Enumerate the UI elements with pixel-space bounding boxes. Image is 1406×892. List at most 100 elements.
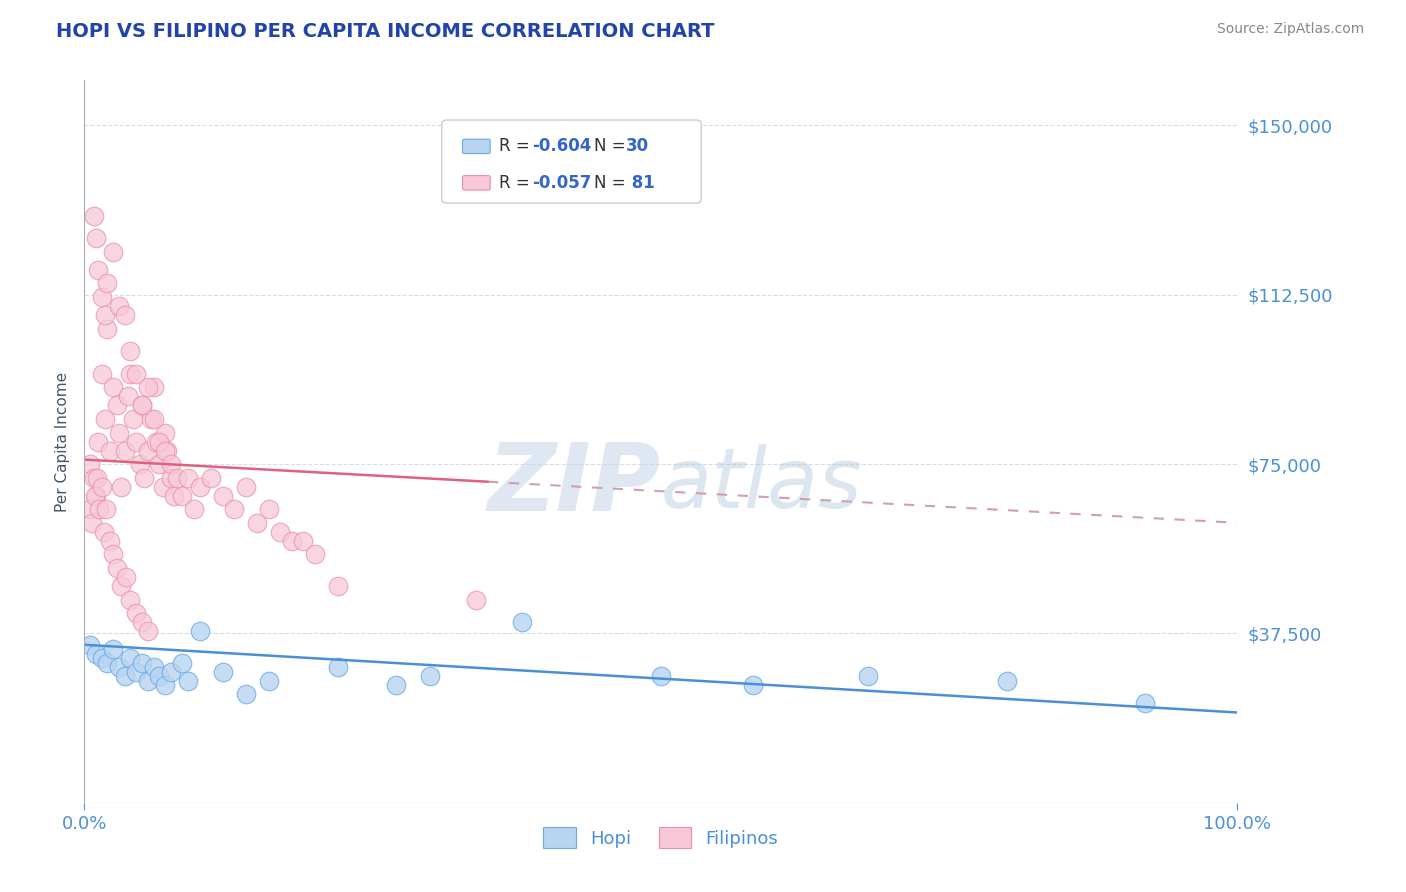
Text: atlas: atlas — [661, 444, 862, 525]
Point — [93, 524, 115, 539]
Point — [326, 660, 349, 674]
Point — [94, 412, 117, 426]
Point — [160, 470, 183, 484]
Point — [125, 367, 148, 381]
Point — [90, 290, 112, 304]
Point — [115, 570, 138, 584]
Point — [84, 231, 107, 245]
Point — [121, 412, 143, 426]
Text: 30: 30 — [626, 137, 650, 155]
Point — [304, 548, 326, 562]
Point — [188, 480, 211, 494]
Point — [82, 516, 104, 530]
Point — [79, 457, 101, 471]
Point — [858, 669, 880, 683]
Point — [120, 367, 142, 381]
Point — [281, 533, 304, 548]
FancyBboxPatch shape — [463, 176, 491, 190]
Point — [148, 457, 170, 471]
Text: N =: N = — [593, 174, 631, 192]
Point — [96, 502, 118, 516]
Point — [83, 489, 105, 503]
Point — [120, 592, 142, 607]
Point — [177, 673, 200, 688]
Point — [142, 380, 165, 394]
Point — [96, 277, 118, 291]
Point — [120, 344, 142, 359]
Point — [177, 470, 200, 484]
Point — [96, 656, 118, 670]
Point — [125, 606, 148, 620]
Point — [90, 651, 112, 665]
Point — [211, 489, 233, 503]
Point — [90, 367, 112, 381]
Point — [153, 443, 176, 458]
Point — [136, 624, 159, 639]
Point — [153, 678, 176, 692]
Point — [114, 669, 136, 683]
Point — [136, 443, 159, 458]
Point — [995, 673, 1018, 688]
Point — [105, 561, 128, 575]
Point — [257, 673, 280, 688]
Point — [103, 380, 124, 394]
Point — [172, 489, 194, 503]
Text: -0.057: -0.057 — [531, 174, 591, 192]
Point — [153, 425, 176, 440]
Point — [257, 502, 280, 516]
Text: ZIP: ZIP — [488, 439, 661, 531]
Point — [188, 624, 211, 639]
Point — [134, 470, 156, 484]
Point — [145, 434, 167, 449]
Point — [160, 665, 183, 679]
Point — [84, 489, 107, 503]
Point — [79, 502, 101, 516]
Point — [512, 615, 534, 630]
Point — [114, 308, 136, 322]
Point — [86, 470, 108, 484]
Point — [114, 443, 136, 458]
Point — [103, 548, 124, 562]
Point — [90, 480, 112, 494]
Point — [1133, 697, 1156, 711]
Point — [136, 380, 159, 394]
Point — [163, 489, 186, 503]
Point — [108, 660, 131, 674]
Point — [269, 524, 291, 539]
Point — [136, 673, 159, 688]
Point — [125, 665, 148, 679]
Point — [131, 398, 153, 412]
Legend: Hopi, Filipinos: Hopi, Filipinos — [536, 820, 786, 855]
Y-axis label: Per Capita Income: Per Capita Income — [55, 371, 70, 512]
Point — [246, 516, 269, 530]
Point — [84, 647, 107, 661]
Point — [120, 651, 142, 665]
Text: HOPI VS FILIPINO PER CAPITA INCOME CORRELATION CHART: HOPI VS FILIPINO PER CAPITA INCOME CORRE… — [56, 22, 714, 41]
Point — [142, 412, 165, 426]
Point — [292, 533, 315, 548]
Text: Source: ZipAtlas.com: Source: ZipAtlas.com — [1216, 22, 1364, 37]
Point — [166, 470, 188, 484]
Point — [79, 638, 101, 652]
Point — [98, 533, 121, 548]
Point — [235, 687, 257, 701]
Point — [148, 434, 170, 449]
Point — [224, 502, 246, 516]
Point — [94, 308, 117, 322]
Text: -0.604: -0.604 — [531, 137, 591, 155]
Point — [172, 656, 194, 670]
Point — [141, 412, 163, 426]
Point — [142, 660, 165, 674]
Point — [152, 480, 174, 494]
Point — [235, 480, 257, 494]
Point — [384, 678, 406, 692]
Point — [131, 656, 153, 670]
Point — [742, 678, 765, 692]
Point — [96, 321, 118, 335]
FancyBboxPatch shape — [463, 139, 491, 153]
Point — [650, 669, 672, 683]
Point — [128, 457, 150, 471]
FancyBboxPatch shape — [441, 120, 702, 203]
Point — [108, 425, 131, 440]
Text: N =: N = — [593, 137, 631, 155]
